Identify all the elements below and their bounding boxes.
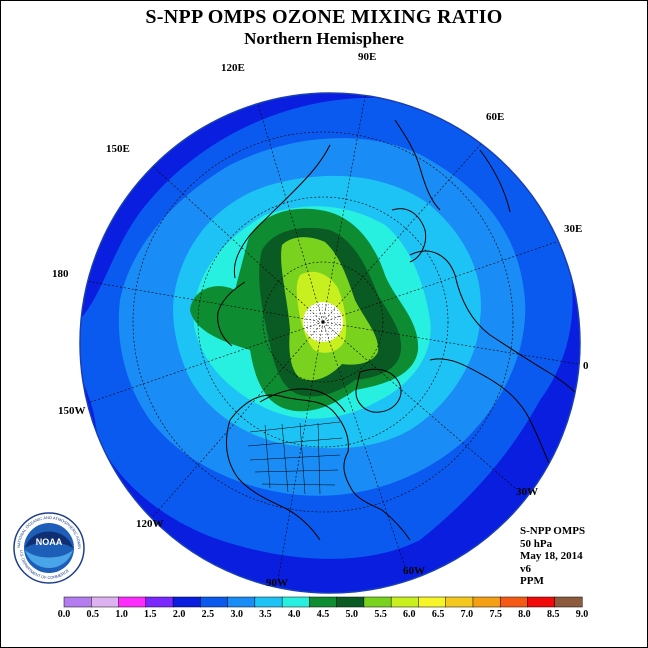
info-units: PPM xyxy=(520,575,544,587)
map-title: S-NPP OMPS OZONE MIXING RATIO xyxy=(145,6,503,28)
colorbar-tick-label: 0.0 xyxy=(57,609,71,620)
coastlines xyxy=(217,119,580,541)
colorbar-tick-label: 3.5 xyxy=(259,609,272,620)
noaa-logo-text: NOAA xyxy=(36,537,63,547)
map-boundary xyxy=(79,92,581,594)
meridian-60w xyxy=(322,321,406,568)
colorbar-swatch xyxy=(309,596,338,608)
colorbar-swatch xyxy=(445,596,474,608)
lon-label-30w: 30W xyxy=(516,486,538,498)
noaa-logo-bird-icon xyxy=(25,531,73,548)
colorbar-tick-label: 7.0 xyxy=(460,609,474,620)
colorbar-tick-label: 2.0 xyxy=(172,609,186,620)
colorbar-swatch xyxy=(390,596,419,608)
colorbar-swatch xyxy=(554,596,583,608)
lon-label-150e: 150E xyxy=(106,143,130,155)
colorbar-tick-label: 5.0 xyxy=(345,609,359,620)
colorbar-tick-label: 3.0 xyxy=(230,609,243,620)
colorbar-swatch xyxy=(172,596,201,608)
colorbar-swatch xyxy=(281,596,310,608)
colorbar-swatch xyxy=(418,596,447,608)
graticule xyxy=(80,93,579,581)
colorbar-tick-label: 8.0 xyxy=(518,609,531,620)
coast-bering xyxy=(217,281,246,347)
colorbar-tick-label: 5.5 xyxy=(374,609,387,620)
coast-east-asia xyxy=(233,144,331,279)
colorbar-swatch xyxy=(472,596,501,608)
meridian-150w xyxy=(81,321,324,406)
lon-label-180: 180 xyxy=(52,268,69,280)
coast-siberia xyxy=(391,208,427,263)
colorbar-swatch xyxy=(363,596,392,608)
colorbar-tick-label: 2.5 xyxy=(201,609,215,620)
coast-north-america-west xyxy=(225,419,321,541)
lon-label-90w: 90W xyxy=(266,577,288,589)
colorbar-tick-label: 6.5 xyxy=(431,609,445,620)
lon-label-90e: 90E xyxy=(358,51,377,63)
colorbar-tick-label: 1.5 xyxy=(144,609,157,620)
meridian-60e xyxy=(322,127,496,323)
lon-label-60e: 60E xyxy=(486,111,505,123)
latitude-circle-0 xyxy=(132,131,514,513)
coast-hudson xyxy=(259,388,346,413)
colorbar-swatch xyxy=(91,596,120,608)
colorbar-swatch xyxy=(227,596,256,608)
meridian-90e xyxy=(322,93,371,323)
latitude-circle-30 xyxy=(197,196,449,448)
colorbar-swatch xyxy=(63,596,92,608)
noaa-logo-ring-text: NATIONAL OCEANIC AND ATMOSPHERIC ADMINIS… xyxy=(0,0,82,549)
meridian-150e xyxy=(134,149,324,323)
colorbar-tick-label: 0.5 xyxy=(86,609,100,620)
colorbar-swatch xyxy=(118,596,147,608)
colorbar-swatch xyxy=(145,596,174,608)
info-date: May 18, 2014 xyxy=(520,550,583,562)
colorbar-swatch xyxy=(336,596,365,608)
colorbar-tick-label: 4.5 xyxy=(316,609,330,620)
coast-eurasia-north xyxy=(409,250,580,403)
colorbar-tick-label: 6.0 xyxy=(403,609,416,620)
colorbar-swatch xyxy=(527,596,556,608)
coast-north-america-east xyxy=(229,394,411,541)
latitude-circle-60 xyxy=(262,261,384,383)
meridian-0 xyxy=(322,321,579,365)
lon-label-150w: 150W xyxy=(58,405,86,417)
coast-europe-africa xyxy=(429,358,557,481)
colorbar-tick-label: 7.5 xyxy=(489,609,502,620)
coast-arabia xyxy=(479,149,511,213)
colorbar-tick-label: 8.5 xyxy=(546,609,560,620)
lon-label-30e: 30E xyxy=(564,223,583,235)
noaa-logo: NOAA NATIONAL OCEANIC AND ATMOSPHERIC AD… xyxy=(0,0,85,584)
colorbar-swatch xyxy=(200,596,229,608)
lon-label-120w: 120W xyxy=(136,518,164,530)
lon-label-0: 0 xyxy=(583,360,589,372)
colorbar-tick-label: 9.0 xyxy=(575,609,589,620)
us-state-boundaries xyxy=(247,421,343,495)
meridian-30e xyxy=(322,237,569,323)
product-info: S-NPP OMPS 50 hPa May 18, 2014 v6 PPM xyxy=(520,525,585,588)
colorbar-tick-label: 1.0 xyxy=(115,609,128,620)
meridian-180 xyxy=(80,277,324,323)
lon-label-60w: 60W xyxy=(403,565,425,577)
map-subtitle: Northern Hemisphere xyxy=(244,29,404,48)
meridian-120e xyxy=(249,93,324,323)
colorbar-swatch xyxy=(254,596,283,608)
info-instrument: S-NPP OMPS xyxy=(520,525,586,537)
info-version: v6 xyxy=(520,562,531,575)
colorbar-tick-label: 4.0 xyxy=(287,609,301,620)
lon-label-120e: 120E xyxy=(221,62,245,74)
coast-india xyxy=(394,119,441,211)
colorbar xyxy=(63,596,583,608)
coast-greenland xyxy=(355,368,402,413)
info-level: 50 hPa xyxy=(520,537,553,550)
colorbar-swatch xyxy=(499,596,529,608)
